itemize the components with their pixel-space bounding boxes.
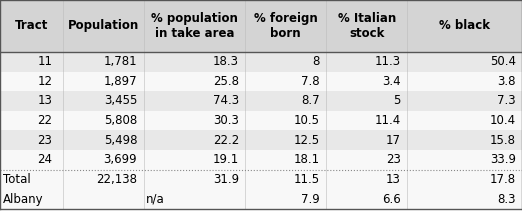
Bar [0,91,522,111]
Text: 7.3: 7.3 [497,95,516,107]
Text: 22: 22 [37,114,52,127]
Text: % foreign
born: % foreign born [254,12,318,40]
Text: 8.7: 8.7 [301,95,320,107]
Text: 13: 13 [38,95,52,107]
Text: 7.9: 7.9 [301,192,320,205]
Text: 1,781: 1,781 [104,55,137,68]
Text: 18.3: 18.3 [213,55,239,68]
Text: 5,808: 5,808 [104,114,137,127]
Text: 11: 11 [37,55,52,68]
Text: 31.9: 31.9 [213,173,239,186]
Text: 23: 23 [386,153,401,166]
Text: 3,455: 3,455 [104,95,137,107]
Text: 18.1: 18.1 [294,153,320,166]
Text: 33.9: 33.9 [490,153,516,166]
Text: 12: 12 [37,75,52,88]
Text: 22.2: 22.2 [213,134,239,147]
Bar [0,0,522,52]
Text: 17.8: 17.8 [490,173,516,186]
Text: 3.8: 3.8 [497,75,516,88]
Text: 22,138: 22,138 [96,173,137,186]
Text: % black: % black [439,20,490,32]
Text: 13: 13 [386,173,401,186]
Text: 5,498: 5,498 [104,134,137,147]
Text: Total: Total [3,173,30,186]
Text: 6.6: 6.6 [382,192,401,205]
Bar [0,150,522,170]
Text: 11.3: 11.3 [375,55,401,68]
Text: 5: 5 [394,95,401,107]
Text: 19.1: 19.1 [213,153,239,166]
Text: 15.8: 15.8 [490,134,516,147]
Text: 1,897: 1,897 [104,75,137,88]
Text: % Italian
stock: % Italian stock [338,12,396,40]
Text: 10.5: 10.5 [294,114,320,127]
Bar [0,71,522,91]
Text: 30.3: 30.3 [213,114,239,127]
Text: 8.3: 8.3 [497,192,516,205]
Text: n/a: n/a [146,192,165,205]
Text: 7.8: 7.8 [301,75,320,88]
Text: 11.4: 11.4 [375,114,401,127]
Text: 24: 24 [37,153,52,166]
Text: 8: 8 [313,55,320,68]
Text: 74.3: 74.3 [213,95,239,107]
Text: 10.4: 10.4 [490,114,516,127]
Bar [0,52,522,72]
Bar [0,170,522,189]
Text: 12.5: 12.5 [294,134,320,147]
Text: 50.4: 50.4 [490,55,516,68]
Bar [0,130,522,150]
Text: 25.8: 25.8 [213,75,239,88]
Text: Population: Population [67,20,139,32]
Text: Albany: Albany [3,192,43,205]
Bar [0,189,522,209]
Text: % population
in take area: % population in take area [151,12,238,40]
Text: Tract: Tract [15,20,48,32]
Text: 3.4: 3.4 [382,75,401,88]
Text: 23: 23 [38,134,52,147]
Text: 3,699: 3,699 [104,153,137,166]
Text: 17: 17 [386,134,401,147]
Text: 11.5: 11.5 [294,173,320,186]
Bar [0,111,522,130]
